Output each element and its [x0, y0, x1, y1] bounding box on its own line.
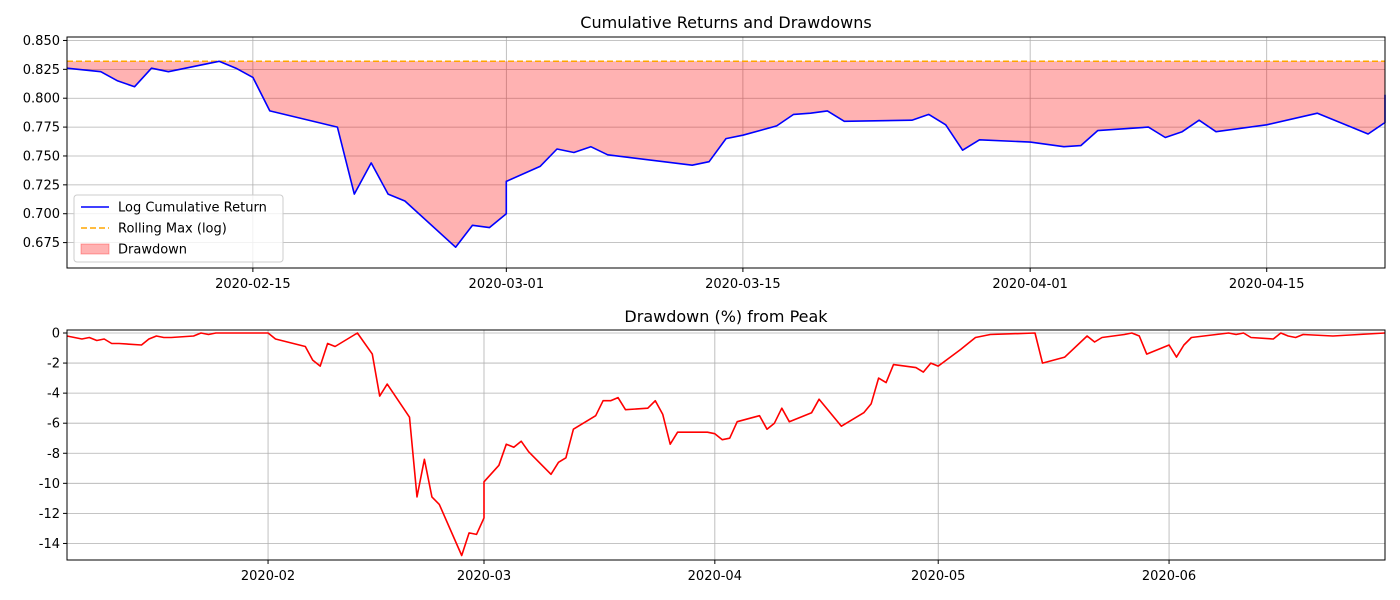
- top-chart-ytick-label: 0.850: [23, 34, 60, 49]
- top-chart-grid: [67, 37, 1385, 268]
- top-chart-ticks: 2020-02-15 2020-03-01 2020-03-15 2020-04-01…: [23, 34, 1305, 292]
- top-chart-xtick-label: 2020-02-15: [215, 277, 291, 292]
- bottom-chart-ytick-label: 0: [52, 327, 60, 342]
- legend-swatch-drawdown: [80, 243, 110, 255]
- top-chart: Cumulative Returns and Drawdowns 2020-02…: [23, 13, 1386, 292]
- bottom-chart-xtick-label: 2020-03: [457, 569, 511, 584]
- bottom-chart-frame: [66, 329, 1386, 561]
- top-chart-xtick-label: 2020-04-01: [992, 277, 1068, 292]
- bottom-chart-ytick-label: -2: [47, 357, 60, 372]
- legend-label: Rolling Max (log): [118, 222, 227, 237]
- top-chart-ytick-label: 0.675: [23, 236, 60, 251]
- legend-label: Log Cumulative Return: [118, 201, 267, 216]
- bottom-chart-xtick-label: 2020-02: [241, 569, 295, 584]
- bottom-chart: Drawdown (%) from Peak 2020-02 2020-03 202…: [39, 307, 1386, 584]
- top-chart-ytick-label: 0.775: [23, 121, 60, 136]
- bottom-chart-ytick-label: -12: [39, 507, 60, 522]
- bottom-chart-title: Drawdown (%) from Peak: [624, 307, 828, 326]
- top-chart-xtick-label: 2020-03-01: [469, 277, 545, 292]
- bottom-chart-plot: [66, 332, 1386, 557]
- top-chart-xtick-label: 2020-03-15: [705, 277, 781, 292]
- bottom-chart-ytick-label: -10: [39, 477, 60, 492]
- legend-label: Drawdown: [118, 243, 187, 258]
- top-chart-frame: [66, 36, 1386, 269]
- top-chart-xtick-label: 2020-04-15: [1229, 277, 1305, 292]
- top-chart-ytick-label: 0.750: [23, 149, 60, 164]
- bottom-chart-ticks: 2020-02 2020-03 2020-04 2020-05 2020-06 0 -2 -4…: [39, 327, 1196, 584]
- top-chart-ytick-label: 0.725: [23, 178, 60, 193]
- bottom-chart-xtick-label: 2020-05: [911, 569, 965, 584]
- bottom-chart-xtick-label: 2020-06: [1142, 569, 1196, 584]
- top-chart-plot: [66, 60, 1386, 248]
- bottom-chart-ytick-label: -4: [47, 387, 60, 402]
- legend-box: [73, 194, 284, 263]
- bottom-chart-ytick-label: -8: [47, 447, 60, 462]
- bottom-chart-grid: [67, 330, 1385, 560]
- top-chart-drawdown-area: [67, 61, 1385, 248]
- top-chart-title: Cumulative Returns and Drawdowns: [580, 13, 871, 32]
- bottom-chart-ytick-label: -14: [39, 537, 60, 552]
- bottom-chart-ytick-label: -6: [47, 417, 60, 432]
- top-chart-ytick-label: 0.700: [23, 207, 60, 222]
- top-chart-legend: Log Cumulative Return Rolling Max (log) Dr…: [73, 194, 284, 263]
- top-chart-ytick-label: 0.800: [23, 92, 60, 107]
- bottom-chart-xtick-label: 2020-04: [688, 569, 742, 584]
- top-chart-ytick-label: 0.825: [23, 63, 60, 78]
